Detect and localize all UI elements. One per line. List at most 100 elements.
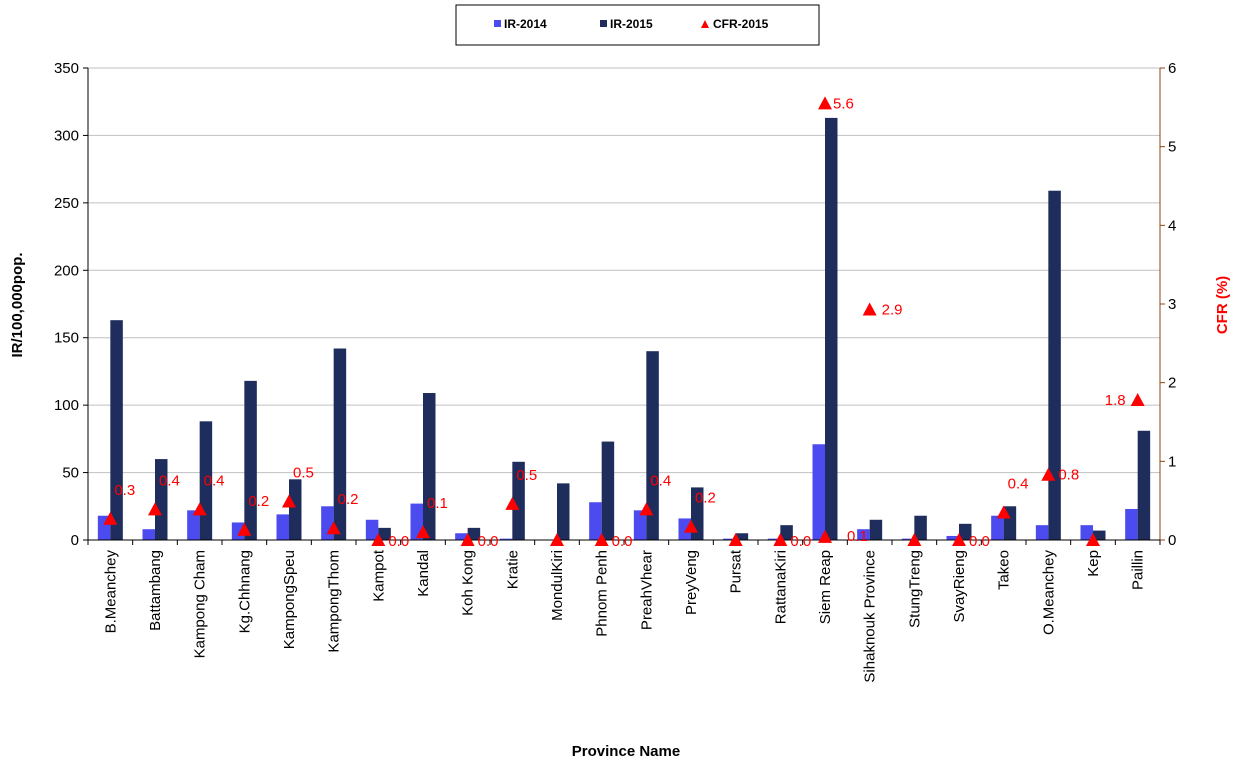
bar-ir-2014 xyxy=(410,503,423,540)
cfr-data-label: 2.9 xyxy=(882,302,903,319)
cfr-marker xyxy=(862,302,877,316)
y2-tick-label: 1 xyxy=(1168,453,1176,470)
bar-ir-2015 xyxy=(869,519,883,540)
cfr-marker xyxy=(1130,392,1145,406)
cfr-marker xyxy=(639,502,654,516)
bar-ir-2014 xyxy=(499,538,513,540)
cfr-marker xyxy=(952,533,966,546)
category-label: SvayRieng xyxy=(951,550,968,623)
cfr-marker xyxy=(818,529,832,543)
cfr-marker xyxy=(148,502,162,516)
y-tick-label: 200 xyxy=(54,262,79,279)
cfr-data-label: 0.4 xyxy=(650,472,671,489)
cfr-marker xyxy=(192,502,207,516)
category-label: O.Meanchey xyxy=(1040,550,1057,636)
legend-label-cfr-2015: CFR-2015 xyxy=(713,17,769,31)
cfr-data-label: 0.4 xyxy=(1008,475,1029,492)
category-label: Takeo xyxy=(996,550,1013,590)
category-label: Kratie xyxy=(504,550,521,589)
y2-tick-label: 6 xyxy=(1168,60,1176,77)
bar-ir-2015 xyxy=(467,527,481,540)
bar-ir-2015 xyxy=(557,483,570,540)
bar-ir-2015 xyxy=(155,459,168,540)
cfr-data-label: 0.4 xyxy=(204,472,225,489)
bar-ir-2015 xyxy=(378,527,391,540)
y-tick-label: 50 xyxy=(62,465,79,482)
cfr-marker xyxy=(818,96,832,110)
y-tick-label: 300 xyxy=(54,127,79,144)
gridlines xyxy=(88,67,1160,474)
category-label: KampongThom xyxy=(326,550,343,653)
category-label: Sihaknouk Province xyxy=(862,550,879,683)
bar-ir-2014 xyxy=(142,529,155,540)
bar-ir-2014 xyxy=(1080,525,1093,540)
cfr-data-label: 0.5 xyxy=(516,467,537,484)
cfr-data-label: 0.2 xyxy=(248,493,269,510)
bar-ir-2015 xyxy=(423,393,436,540)
category-label: RattanaKiri xyxy=(772,550,789,624)
cfr-marker xyxy=(460,533,475,546)
cfr-data-label: 0.2 xyxy=(338,491,359,508)
y-tick-label: 150 xyxy=(54,330,79,347)
bar-ir-2015 xyxy=(244,380,257,540)
y2-tick-label: 0 xyxy=(1168,532,1176,549)
cfr-data-label: 0.2 xyxy=(695,490,716,507)
cfr-marker xyxy=(371,533,386,546)
bar-ir-2015 xyxy=(914,515,927,540)
legend-swatch-ir-2014 xyxy=(494,20,501,27)
legend: IR-2014 IR-2015 CFR-2015 xyxy=(455,4,820,46)
cfr-data-label: 1.8 xyxy=(1105,392,1126,409)
bar-ir-2015 xyxy=(735,533,749,540)
cfr-marker xyxy=(594,533,609,546)
cfr-data-label: 0.1 xyxy=(847,528,868,545)
category-label: Battambang xyxy=(147,550,164,631)
axes xyxy=(83,67,1165,545)
category-label: Phnom Penh xyxy=(594,550,611,637)
cfr-marker xyxy=(103,511,118,525)
legend-label-ir-2015: IR-2015 xyxy=(610,17,653,31)
y-tick-label: 250 xyxy=(54,195,79,212)
legend-swatch-ir-2015 xyxy=(600,20,607,27)
cfr-markers xyxy=(103,96,1145,546)
cfr-data-label: 0.3 xyxy=(114,482,135,499)
category-label: MondulKiri xyxy=(549,550,566,621)
tick-labels: 0 50 100 150 200 250 300 350 0 1 2 3 4 5 6 xyxy=(54,60,1176,549)
bar-ir-2015 xyxy=(1093,530,1106,540)
bar-ir-2015 xyxy=(959,523,972,540)
cfr-marker xyxy=(326,521,341,535)
bar-ir-2014 xyxy=(187,510,200,540)
y-axis-title: IR/100,000pop. xyxy=(9,252,26,357)
bar-ir-2015 xyxy=(601,441,615,540)
category-label: Pursat xyxy=(728,549,745,593)
bar-marks xyxy=(97,117,1151,540)
bar-ir-2014 xyxy=(1035,525,1049,540)
cfr-marker xyxy=(907,533,922,546)
bar-ir-2014 xyxy=(633,510,647,540)
category-label: Paillin xyxy=(1130,550,1147,590)
legend-swatch-cfr-2015 xyxy=(701,20,709,28)
cfr-data-label: 0.0 xyxy=(969,533,990,550)
bar-ir-2014 xyxy=(455,533,468,540)
cfr-data-label: 0.1 xyxy=(427,495,448,512)
cfr-marker xyxy=(282,494,296,508)
y-tick-label: 100 xyxy=(54,397,79,414)
bar-ir-2014 xyxy=(1125,508,1138,540)
y-tick-label: 350 xyxy=(54,60,79,77)
y2-axis-title: CFR (%) xyxy=(1214,276,1231,334)
bar-ir-2014 xyxy=(901,538,915,540)
x-axis-title: Province Name xyxy=(572,743,680,760)
category-label: StungTreng xyxy=(906,550,923,628)
category-label: PreahVhear xyxy=(638,550,655,630)
cfr-marker xyxy=(416,525,430,539)
cfr-marker xyxy=(1086,533,1100,546)
y2-tick-label: 5 xyxy=(1168,139,1176,156)
bar-ir-2014 xyxy=(365,519,379,540)
legend-box xyxy=(455,4,820,46)
bar-ir-2014 xyxy=(276,514,289,540)
cfr-marker xyxy=(1041,467,1056,481)
cfr-marker xyxy=(728,533,743,546)
bar-ir-2014 xyxy=(723,538,736,540)
category-label: PreyVeng xyxy=(683,550,700,615)
bar-ir-2014 xyxy=(589,502,602,540)
